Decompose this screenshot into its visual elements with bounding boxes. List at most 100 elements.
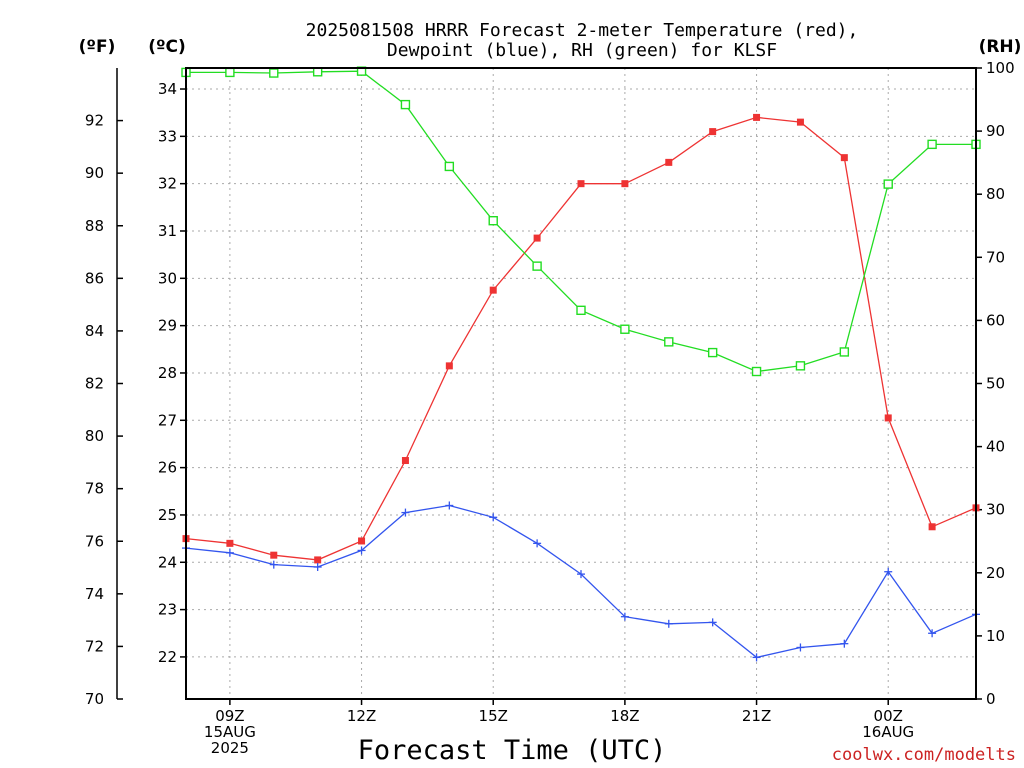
rh-point: [883, 179, 893, 189]
dewpoint-point: [796, 643, 805, 652]
temperature-point: [709, 128, 717, 136]
temperature-point: [226, 539, 234, 547]
rh-point: [751, 366, 762, 377]
rh-tick-label: 0: [986, 690, 996, 708]
dewpoint-point: [664, 619, 673, 628]
rh-point: [927, 139, 937, 150]
fahrenheit-tick-label: 76: [85, 532, 104, 550]
celsius-tick-label: 22: [158, 648, 177, 666]
celsius-tick-label: 24: [158, 553, 177, 571]
rh-tick-label: 50: [986, 375, 1005, 393]
fahrenheit-tick-label: 82: [85, 375, 104, 393]
dewpoint-point: [620, 612, 629, 621]
dewpoint-point: [708, 618, 717, 627]
x-tick-label: 2025: [211, 739, 249, 757]
x-tick-label: 00Z: [874, 707, 903, 725]
chart-title-line-1: 2025081508 HRRR Forecast 2-meter Tempera…: [306, 20, 859, 41]
fahrenheit-tick-label: 70: [85, 690, 104, 708]
celsius-tick-label: 33: [158, 127, 177, 145]
source-credit: coolwx.com/modelts: [832, 745, 1016, 765]
data-series: [181, 66, 981, 662]
x-tick-label: 16AUG: [862, 723, 914, 741]
temperature-point: [270, 551, 278, 559]
x-tick-label: 15AUG: [204, 723, 256, 741]
temperature-point: [401, 457, 409, 465]
rh-point: [225, 67, 235, 78]
celsius-tick-label: 31: [158, 222, 177, 240]
rh-tick-label: 60: [986, 311, 1005, 329]
fahrenheit-tick-label: 80: [85, 427, 104, 445]
celsius-tick-label: 34: [158, 80, 177, 98]
dewpoint-point: [928, 629, 937, 638]
temperature-point: [796, 118, 804, 126]
dewpoint-point: [401, 508, 410, 517]
dewpoint-point: [225, 548, 234, 557]
dewpoint-point: [445, 501, 454, 510]
temperature-point: [577, 180, 585, 188]
celsius-tick-label: 29: [158, 317, 177, 335]
rh-point: [576, 305, 586, 316]
x-tick-label: 15Z: [479, 707, 508, 725]
temperature-point: [533, 234, 541, 242]
fahrenheit-tick-label: 84: [85, 322, 104, 340]
dewpoint-point: [577, 570, 585, 579]
celsius-tick-label: 30: [158, 269, 177, 287]
celsius-tick-label: 23: [158, 601, 177, 619]
temperature-point: [621, 180, 629, 188]
dewpoint-point: [884, 567, 893, 576]
temperature-point: [489, 286, 497, 294]
x-tick-label: 09Z: [215, 707, 244, 725]
fahrenheit-tick-label: 90: [85, 164, 104, 182]
dewpoint-point: [752, 653, 761, 662]
temperature-point: [665, 158, 673, 166]
rh-tick-label: 10: [986, 627, 1005, 645]
fahrenheit-unit-label: (ºF): [79, 37, 116, 57]
dewpoint-point: [357, 546, 366, 555]
fahrenheit-tick-label: 88: [85, 217, 104, 235]
rh-line: [186, 70, 976, 373]
rh-tick-label: 70: [986, 248, 1005, 266]
celsius-tick-label: 27: [158, 411, 177, 429]
chart-title-line-2: Dewpoint (blue), RH (green) for KLSF: [387, 40, 777, 61]
temperature-point: [884, 414, 892, 422]
fahrenheit-tick-label: 72: [85, 637, 104, 655]
rh-point: [269, 68, 279, 78]
rh-point: [620, 324, 630, 334]
fahrenheit-tick-label: 74: [85, 585, 104, 603]
rh-point: [400, 99, 411, 110]
temperature-point: [314, 556, 322, 564]
temperature-point: [358, 537, 366, 545]
temperature-point: [840, 154, 848, 162]
rh-tick-label: 100: [986, 59, 1015, 77]
fahrenheit-tick-label: 86: [85, 269, 104, 287]
rh-tick-label: 80: [986, 185, 1005, 203]
rh-tick-label: 90: [986, 122, 1005, 140]
rh-point: [488, 216, 498, 226]
plot-frame: [185, 67, 977, 700]
rh-point: [664, 337, 674, 347]
x-axis-label: Forecast Time (UTC): [358, 735, 667, 766]
celsius-tick-label: 26: [158, 459, 177, 477]
celsius-tick-label: 25: [158, 506, 177, 524]
rh-point: [707, 347, 718, 358]
rh-point: [532, 261, 542, 271]
x-tick-label: 21Z: [742, 707, 771, 725]
rh-tick-label: 20: [986, 564, 1005, 582]
rh-point: [444, 161, 455, 172]
temperature-point: [445, 362, 453, 370]
rh-tick-label: 40: [986, 438, 1005, 456]
rh-unit-label: (RH): [979, 37, 1022, 57]
celsius-unit-label: (ºC): [148, 37, 186, 57]
fahrenheit-tick-label: 78: [85, 480, 104, 498]
fahrenheit-tick-label: 92: [85, 112, 104, 130]
temperature-point: [928, 523, 936, 531]
temperature-point: [753, 113, 761, 121]
rh-point: [795, 361, 806, 371]
rh-tick-label: 30: [986, 501, 1005, 519]
dewpoint-point: [840, 639, 849, 648]
dewpoint-point: [269, 560, 278, 569]
celsius-tick-label: 32: [158, 175, 177, 193]
dewpoint-point: [533, 539, 542, 548]
